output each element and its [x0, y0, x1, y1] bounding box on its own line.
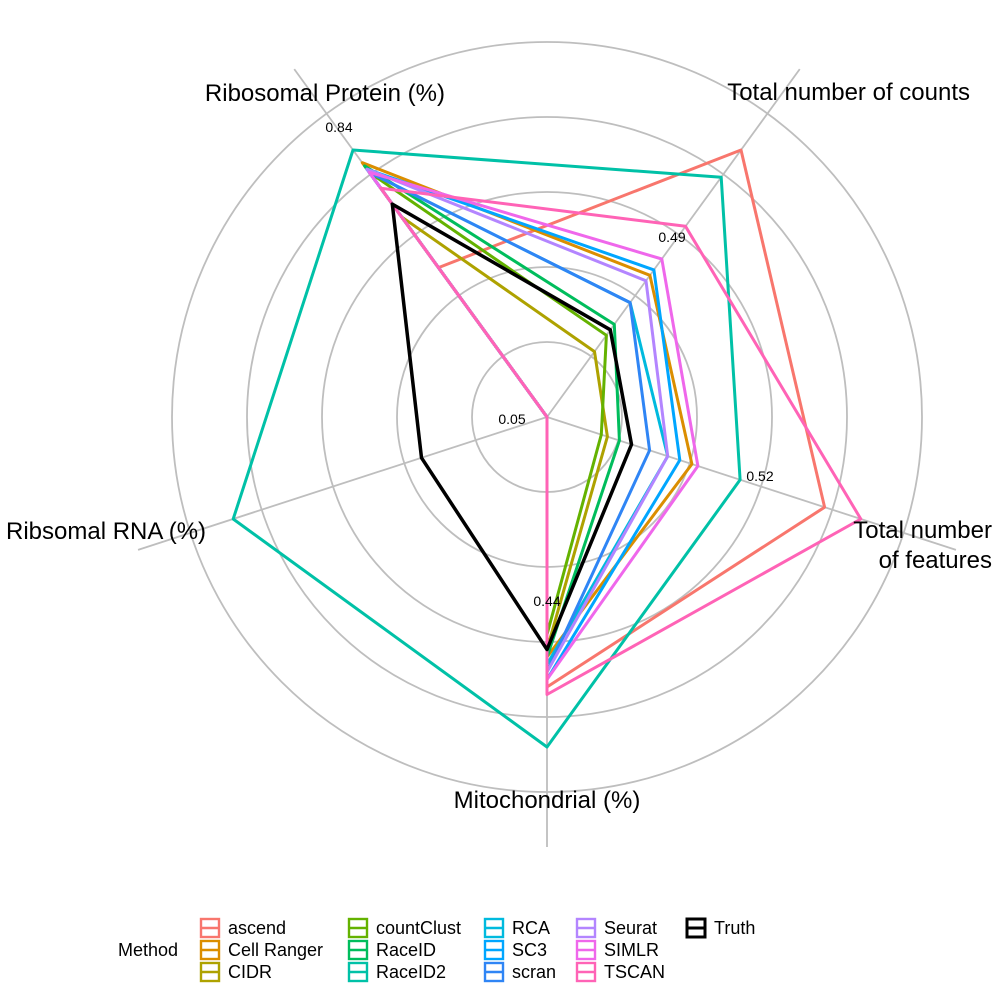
- axis-title: Ribosomal Protein (%): [205, 80, 445, 107]
- legend-label: RaceID2: [376, 962, 446, 982]
- axis-max-label: 0.84: [325, 119, 352, 135]
- axis-title-line: Ribsomal RNA (%): [6, 518, 206, 545]
- legend-label: countClust: [376, 918, 461, 938]
- radar-labels: Total number of counts 0.49 Total number of…: [6, 79, 992, 814]
- axis-title: Total number of counts: [727, 79, 970, 106]
- legend-key: [575, 939, 597, 961]
- axis-title: Ribsomal RNA (%): [6, 518, 206, 545]
- legend-label: SC3: [512, 940, 547, 960]
- legend-label: ascend: [228, 918, 286, 938]
- axis-spoke: [546, 416, 957, 551]
- axis-title: Total number of features: [853, 517, 992, 574]
- radar-series: [231, 148, 863, 749]
- legend-label: TSCAN: [604, 962, 665, 982]
- legend-label: RaceID: [376, 940, 436, 960]
- axis-title-line: of features: [879, 547, 992, 574]
- legend-key: [199, 917, 221, 939]
- legend-label: Cell Ranger: [228, 940, 323, 960]
- axis-max-label: 0.52: [746, 468, 773, 484]
- legend-label: CIDR: [228, 962, 272, 982]
- legend-key: [483, 917, 505, 939]
- series-line-tscan: [379, 186, 863, 696]
- legend-label: scran: [512, 962, 556, 982]
- axis-title: Mitochondrial (%): [454, 787, 641, 814]
- axis-max-label: 0.44: [533, 593, 560, 609]
- legend-key: [199, 939, 221, 961]
- axis-spoke: [137, 416, 548, 551]
- axis-title-line: Total number: [853, 517, 992, 544]
- legend-title: Method: [118, 940, 178, 960]
- axis-spoke: [546, 68, 801, 418]
- legend-key: [685, 917, 707, 939]
- series-line-raceid: [363, 164, 621, 659]
- legend-key: [483, 939, 505, 961]
- series-line-truth: [390, 202, 634, 652]
- axis-title-line: Mitochondrial (%): [454, 787, 641, 814]
- axis-max-label: 0.49: [658, 229, 685, 245]
- axis-title-line: Ribosomal Protein (%): [205, 80, 445, 107]
- axis-title-line: Total number of counts: [727, 79, 970, 106]
- legend-key: [575, 961, 597, 983]
- axis-max-label: 0.05: [498, 411, 525, 427]
- legend-key: [575, 917, 597, 939]
- legend-label: RCA: [512, 918, 550, 938]
- legend-key: [347, 917, 369, 939]
- series-line-raceid2: [231, 148, 742, 749]
- legend-key: [199, 961, 221, 983]
- legend-label: Seurat: [604, 918, 657, 938]
- series-line-ascend: [437, 148, 827, 689]
- legend-key: [483, 961, 505, 983]
- legend-key: [347, 961, 369, 983]
- legend-key: [347, 939, 369, 961]
- legend-label: SIMLR: [604, 940, 659, 960]
- legend-label: Truth: [714, 918, 755, 938]
